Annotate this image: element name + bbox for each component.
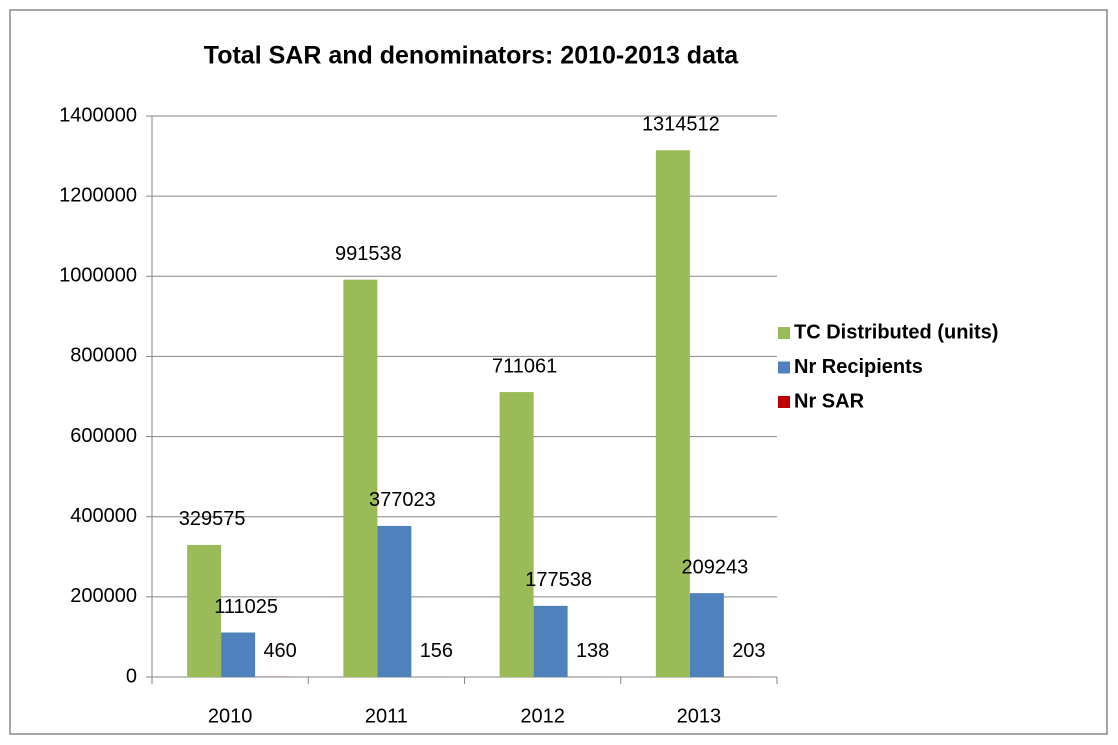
x-tick-label: 2013 — [677, 705, 722, 727]
bar — [221, 633, 255, 677]
value-label: 177538 — [525, 569, 592, 591]
y-tick-label: 0 — [126, 665, 137, 687]
value-label: 111025 — [214, 596, 278, 618]
chart-title: Total SAR and denominators: 2010-2013 da… — [204, 42, 739, 70]
value-label: 377023 — [369, 489, 436, 511]
bar — [690, 593, 724, 677]
y-tick-label: 200000 — [70, 585, 137, 607]
legend-label: Nr SAR — [794, 390, 865, 412]
x-tick-label: 2011 — [365, 705, 408, 727]
x-tick-label: 2012 — [520, 705, 565, 727]
legend-swatch — [778, 396, 790, 408]
value-label: 156 — [420, 640, 453, 662]
value-label: 711061 — [492, 355, 557, 377]
bar — [377, 526, 411, 677]
y-tick-label: 400000 — [70, 505, 137, 527]
bar — [500, 392, 534, 677]
y-tick-label: 1000000 — [59, 265, 137, 287]
bar — [656, 150, 690, 677]
legend-swatch — [778, 362, 790, 374]
legend-label: TC Distributed (units) — [794, 321, 998, 343]
legend-swatch — [778, 327, 790, 339]
legend-label: Nr Recipients — [794, 356, 923, 378]
y-tick-label: 1200000 — [59, 184, 137, 206]
value-label: 991538 — [335, 243, 402, 265]
value-label: 138 — [576, 640, 609, 662]
value-label: 209243 — [682, 556, 749, 578]
y-tick-label: 800000 — [70, 345, 137, 367]
value-label: 460 — [263, 640, 296, 662]
y-tick-label: 600000 — [70, 425, 137, 447]
value-label: 1314512 — [642, 114, 720, 136]
y-tick-label: 1400000 — [59, 104, 137, 126]
bar — [343, 280, 377, 677]
x-tick-label: 2010 — [208, 705, 253, 727]
bar — [534, 606, 568, 677]
value-label: 203 — [732, 640, 765, 662]
value-label: 329575 — [179, 508, 246, 530]
